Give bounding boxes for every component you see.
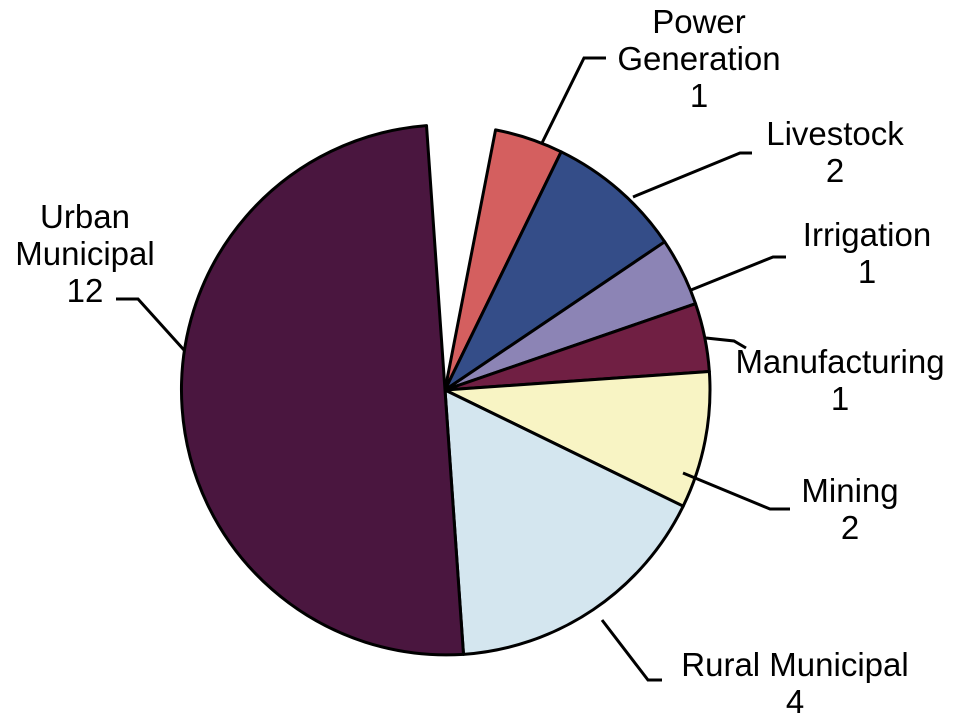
pie-slice-livestock (443, 150, 667, 392)
slice-label-manufacturing: Manufacturing 1 (735, 343, 944, 417)
leader-line-mining (682, 471, 790, 511)
pie-slice-urban-municipal (180, 124, 465, 657)
slice-value-label: 1 (858, 253, 876, 290)
leader-line-power-generation (540, 56, 606, 144)
leader-line-livestock (632, 151, 752, 199)
slice-name-label: Livestock (766, 115, 904, 152)
slice-value-label: 2 (841, 509, 859, 546)
leader-lines (116, 56, 790, 682)
slice-name-label: Power (652, 3, 746, 40)
slice-name-label: Manufacturing (735, 343, 944, 380)
leader-line-irrigation (690, 255, 786, 292)
slice-name-label: Generation (617, 40, 780, 77)
slice-value-label: 12 (67, 272, 104, 309)
slice-name-label: Urban (40, 198, 130, 235)
slice-name-label: Rural Municipal (681, 646, 908, 683)
slice-name-label: Mining (801, 472, 898, 509)
slice-label-livestock: Livestock 2 (766, 115, 904, 189)
slice-name-label: Irrigation (803, 216, 931, 253)
slice-value-label: 1 (690, 77, 708, 114)
pie-slice-rural-municipal (443, 388, 685, 656)
leader-line-rural-municipal (600, 619, 662, 682)
slice-value-label: 4 (786, 683, 804, 720)
slice-value-label: 1 (831, 380, 849, 417)
leader-line-urban-municipal (116, 297, 186, 352)
slice-label-irrigation: Irrigation 1 (803, 216, 931, 290)
leader-line-manufacturing (705, 336, 747, 350)
slice-value-label: 2 (826, 152, 844, 189)
slice-label-urban-municipal: Urban Municipal 12 (15, 198, 154, 309)
slice-label-power-generation: Power Generation 1 (617, 3, 780, 114)
slice-name-label: Municipal (15, 235, 154, 272)
slice-label-mining: Mining 2 (801, 472, 898, 546)
slice-label-rural-municipal: Rural Municipal 4 (681, 646, 908, 720)
pie-slices (180, 124, 712, 657)
pie-slice-mining (443, 370, 712, 508)
